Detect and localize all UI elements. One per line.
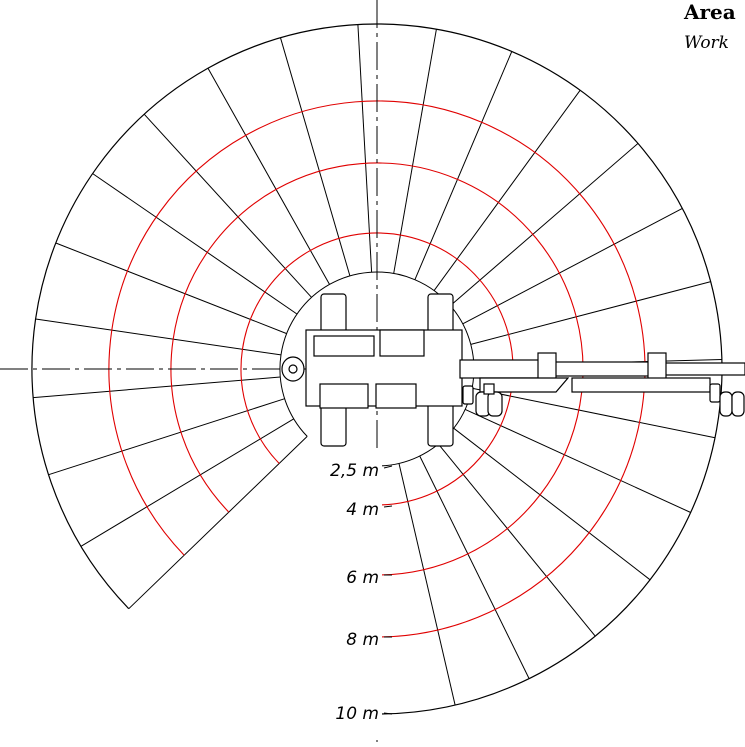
radius-label-4m: 4 m xyxy=(346,500,379,520)
diagram-subtitle: Work xyxy=(684,33,729,53)
spoke-9 xyxy=(462,207,683,325)
spoke-10 xyxy=(450,143,639,306)
spoke-3 xyxy=(438,443,596,637)
jib-wheels-2 xyxy=(709,383,745,417)
red-radius-arcs xyxy=(108,100,646,638)
spoke-14 xyxy=(357,24,373,273)
spoke-6 xyxy=(472,387,716,439)
spoke-15 xyxy=(280,37,351,277)
spoke-19 xyxy=(55,242,287,335)
boom-section-1 xyxy=(459,359,551,379)
boom-section-3 xyxy=(659,362,745,376)
spoke-20 xyxy=(35,318,282,356)
radius-label-8m: 8 m xyxy=(346,630,379,650)
diagram-title: Area xyxy=(684,0,736,24)
red-arc-1 xyxy=(170,162,584,576)
spoke-24 xyxy=(128,436,308,610)
radius-label-10m: 10 m xyxy=(335,704,379,724)
radial-spokes xyxy=(33,24,722,714)
spoke-12 xyxy=(414,51,513,280)
spoke-4 xyxy=(453,427,651,581)
outer-arc-path xyxy=(31,23,723,715)
spoke-23 xyxy=(80,418,295,547)
radius-label-6m: 6 m xyxy=(346,568,379,588)
platform-bar xyxy=(479,377,570,393)
spoke-22 xyxy=(48,398,285,476)
radius-label-2-5m: 2,5 m xyxy=(330,461,379,481)
spoke-13 xyxy=(393,29,437,274)
spoke-2 xyxy=(419,455,530,679)
boom-section-2 xyxy=(549,361,661,377)
spoke-21 xyxy=(33,376,281,399)
spoke-8 xyxy=(470,281,711,345)
spoke-5 xyxy=(464,408,691,513)
jib-wheels-1 xyxy=(462,383,503,417)
spoke-18 xyxy=(92,173,298,315)
red-arc-0 xyxy=(240,232,514,506)
spoke-16 xyxy=(207,67,330,285)
spoke-11 xyxy=(433,89,581,291)
red-arc-2 xyxy=(108,100,646,638)
outer-boundary-arc xyxy=(31,23,723,715)
machine-top-view xyxy=(281,293,745,447)
spoke-1 xyxy=(398,463,456,706)
spoke-17 xyxy=(143,113,312,298)
